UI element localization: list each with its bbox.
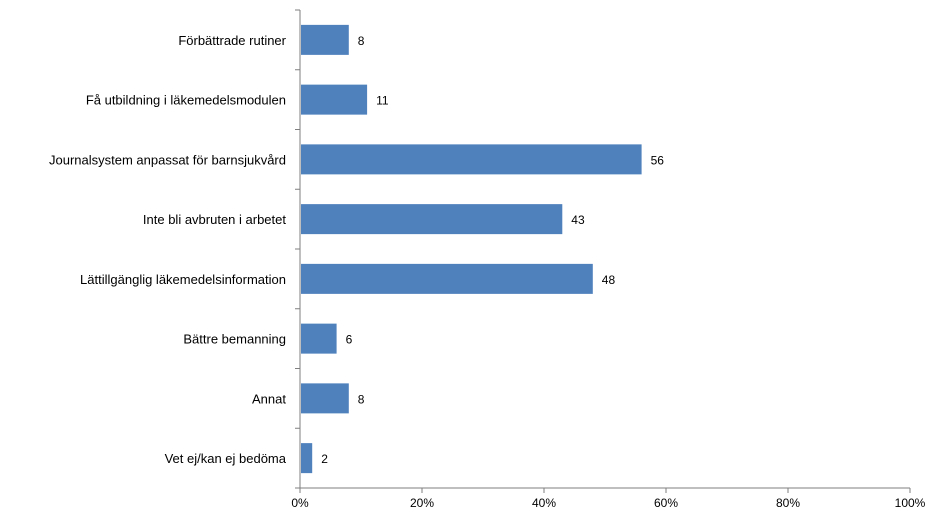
category-label: Förbättrade rutiner — [178, 33, 286, 48]
category-label: Journalsystem anpassat för barnsjukvård — [49, 152, 286, 167]
bar — [301, 84, 368, 115]
x-tick-label: 20% — [410, 496, 434, 510]
category-label: Få utbildning i läkemedelsmodulen — [86, 93, 286, 108]
data-labels: 8 11 56 43 48 6 8 2 — [321, 34, 664, 466]
category-label: Vet ej/kan ej bedöma — [165, 451, 287, 466]
x-tick-label: 100% — [895, 496, 926, 510]
bar — [301, 383, 349, 414]
data-label: 11 — [376, 94, 389, 108]
data-label: 8 — [358, 34, 365, 48]
bar — [301, 323, 337, 354]
data-label: 48 — [602, 273, 616, 287]
bar — [301, 24, 349, 55]
x-axis-ticks: 0% 20% 40% 60% 80% 100% — [291, 9, 926, 510]
category-label: Bättre bemanning — [183, 332, 286, 347]
x-tick-label: 0% — [291, 496, 309, 510]
bar — [301, 144, 642, 175]
x-tick-label: 60% — [654, 496, 678, 510]
data-label: 2 — [321, 452, 328, 466]
x-tick-label: 40% — [532, 496, 556, 510]
axes — [299, 10, 910, 489]
category-label: Inte bli avbruten i arbetet — [143, 212, 286, 227]
category-labels: Förbättrade rutiner Få utbildning i läkem… — [49, 33, 287, 466]
bar — [301, 263, 593, 294]
bar — [301, 443, 313, 474]
bars-group — [301, 24, 642, 474]
data-label: 6 — [346, 333, 353, 347]
bar — [301, 204, 563, 235]
data-label: 56 — [651, 153, 665, 167]
data-label: 43 — [571, 213, 585, 227]
data-label: 8 — [358, 392, 365, 406]
category-label: Annat — [252, 391, 286, 406]
category-label: Lättillgänglig läkemedelsinformation — [80, 272, 286, 287]
x-tick-label: 80% — [776, 496, 800, 510]
